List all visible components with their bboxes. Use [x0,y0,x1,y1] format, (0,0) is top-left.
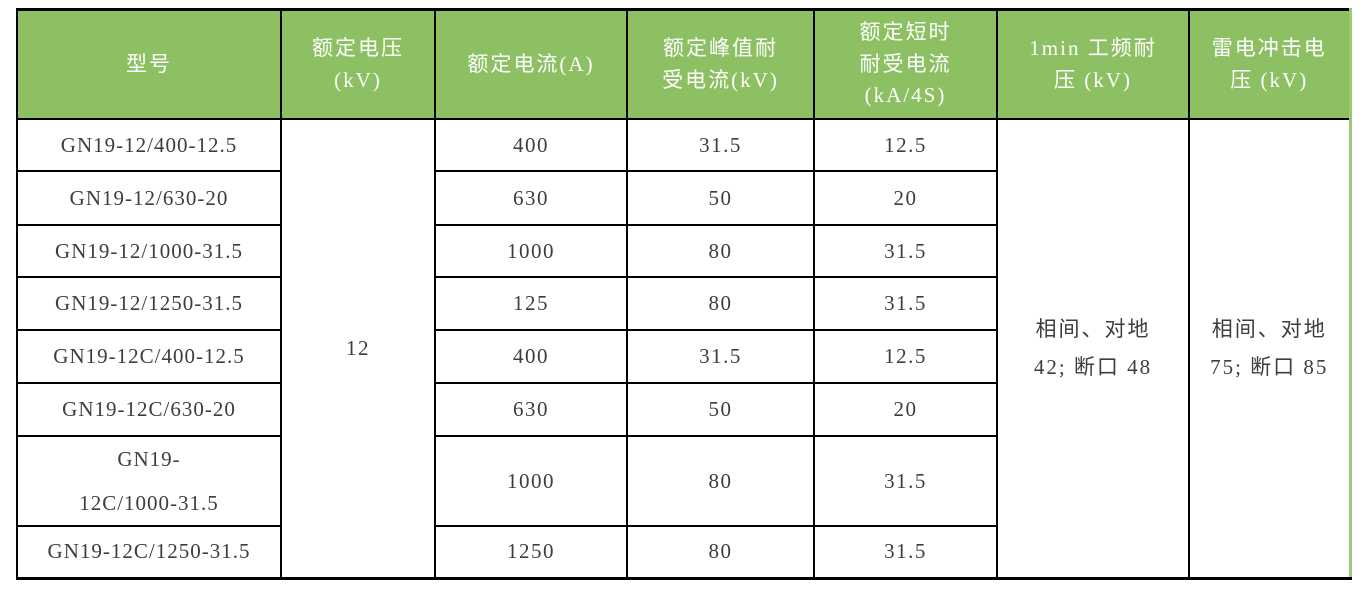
peak-cell: 80 [626,276,815,331]
peak-cell: 31.5 [626,118,815,172]
header-row: 型号 额定电压 (kV) 额定电流(A) 额定峰值耐 受电流(kV) 额定短时 … [16,8,1350,120]
current-cell: 400 [434,329,628,384]
model-cell: GN19-12/400-12.5 [16,118,282,172]
current-cell: 1250 [434,525,628,580]
table-row: GN19-12/400-12.5 12 400 31.5 12.5 相间、对地 … [16,117,1350,580]
current-cell: 1000 [434,224,628,278]
short-cell: 31.5 [813,525,997,580]
peak-cell: 80 [626,525,815,580]
current-cell: 400 [434,118,628,172]
short-cell: 20 [813,382,997,437]
model-cell: GN19-12C/630-20 [16,382,282,437]
model-cell: GN19-12C/1250-31.5 [16,525,282,580]
peak-cell: 31.5 [626,329,815,384]
table-row: GN19-12/1000-31.5 1000 80 31.5 [16,224,1350,278]
short-cell: 31.5 [813,434,997,528]
header-cell-power-freq-withstand: 1min 工频耐 压 (kV) [996,8,1190,120]
table-row: GN19-12/1250-31.5 125 80 31.5 [16,276,1350,331]
header-cell-rated-voltage: 额定电压 (kV) [280,8,436,120]
short-cell: 12.5 [813,329,997,384]
short-cell: 20 [813,170,997,226]
model-cell: GN19-12C/400-12.5 [16,329,282,384]
current-cell: 1000 [434,434,628,528]
model-cell: GN19-12/630-20 [16,170,282,226]
header-cell-rated-current: 额定电流(A) [434,8,628,120]
peak-cell: 50 [626,170,815,226]
lightning-impulse-cell: 相间、对地 75; 断口 85 [1188,117,1350,580]
current-cell: 630 [434,382,628,437]
table-row: GN19- 12C/1000-31.5 1000 80 31.5 [16,434,1350,528]
peak-cell: 80 [626,224,815,278]
current-cell: 125 [434,276,628,331]
short-cell: 31.5 [813,224,997,278]
peak-cell: 80 [626,434,815,528]
peak-cell: 50 [626,382,815,437]
header-cell-short-time-withstand: 额定短时 耐受电流 (kA/4S) [813,8,998,120]
model-cell: GN19-12/1000-31.5 [16,224,282,278]
model-cell: GN19-12/1250-31.5 [16,276,282,331]
table-row: GN19-12C/630-20 630 50 20 [16,382,1350,437]
table-row: GN19-12C/400-12.5 400 31.5 12.5 [16,329,1350,384]
header-cell-model: 型号 [16,8,282,120]
current-cell: 630 [434,170,628,226]
short-cell: 12.5 [813,118,998,172]
header-cell-lightning-impulse: 雷电冲击电 压 (kV) [1188,8,1350,120]
table-row: GN19-12C/1250-31.5 1250 80 31.5 [16,525,1350,580]
power-freq-cell: 相间、对地 42; 断口 48 [996,117,1190,580]
table-row: GN19-12/630-20 630 50 20 [16,170,1350,226]
spec-table: 型号 额定电压 (kV) 额定电流(A) 额定峰值耐 受电流(kV) 额定短时 … [16,8,1352,580]
model-cell: GN19- 12C/1000-31.5 [16,434,282,528]
short-cell: 31.5 [813,276,997,331]
rated-voltage-cell: 12 [280,117,436,580]
header-cell-peak-withstand: 额定峰值耐 受电流(kV) [626,8,815,120]
